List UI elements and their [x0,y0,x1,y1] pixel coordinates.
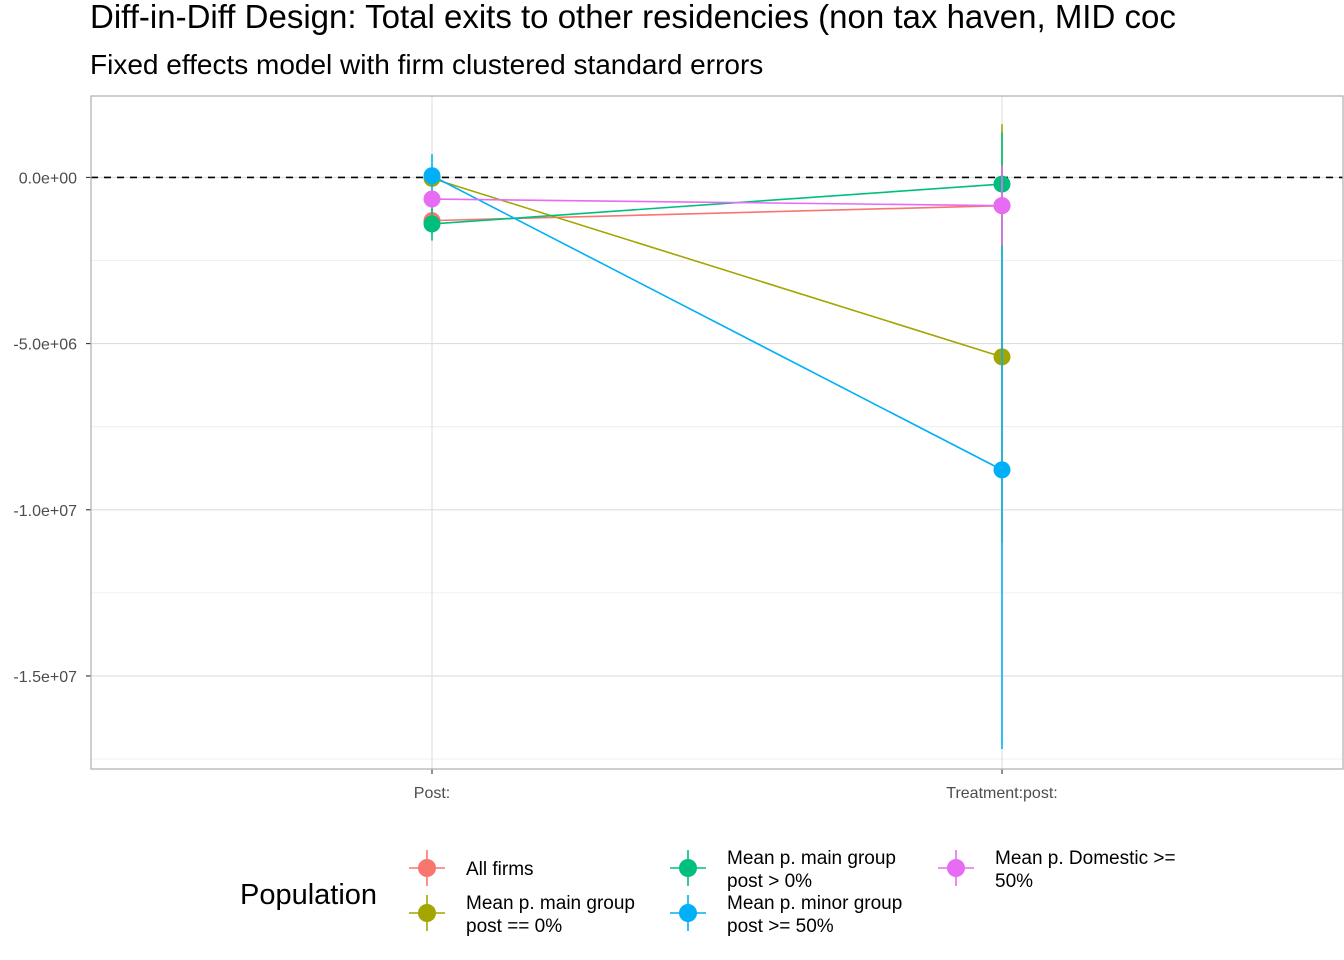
legend-label: Mean p. main group [466,893,635,914]
y-axis-ticks: 0.0e+00 -5.0e+06 -1.0e+07 -1.5e+07 [13,170,91,686]
data-point [423,215,441,233]
legend-label: post > 0% [727,871,812,892]
x-axis-ticks: Post: Treatment:post: [414,769,1058,802]
legend-key-dot [679,859,697,877]
series-line [431,198,1003,207]
legend-key-dot [679,904,697,922]
y-tick-label: 0.0e+00 [19,170,77,187]
legend-label: Mean p. main group [727,848,896,869]
x-tick-label: Treatment:post: [946,785,1057,802]
legend-label: 50% [995,871,1033,892]
chart-subtitle: Fixed effects model with firm clustered … [90,49,763,80]
series-group [423,165,1011,246]
data-point [423,190,441,208]
series-line [431,175,1003,471]
series-group [423,132,1011,248]
y-tick-label: -5.0e+06 [13,337,77,354]
data-point [423,167,441,185]
series-group [423,154,1011,750]
series-line [431,183,1003,225]
plot-panel-border [90,95,1344,770]
legend-key-dot [418,904,436,922]
x-tick-label: Post: [414,785,450,802]
legend-label: All firms [466,859,534,880]
series-line [431,177,1003,358]
legend-item: Mean p. Domestic >=50% [938,848,1176,892]
legend-label: post == 0% [466,916,562,937]
series-group [423,124,1011,544]
series-layer [423,124,1011,750]
data-point [993,461,1011,479]
legend-label: Mean p. minor group [727,893,902,914]
legend-label: post >= 50% [727,916,834,937]
data-point [993,197,1011,215]
legend-title: Population [240,879,377,911]
legend-key-dot [947,859,965,877]
legend-label: Mean p. Domestic >= [995,848,1176,869]
y-tick-label: -1.5e+07 [13,669,77,686]
series-line [431,204,1003,222]
chart-title: Diff-in-Diff Design: Total exits to othe… [90,0,1176,35]
y-tick-label: -1.0e+07 [13,503,77,520]
legend-item: All firms [409,850,534,886]
legend-key-dot [418,859,436,877]
grid [91,96,1343,769]
